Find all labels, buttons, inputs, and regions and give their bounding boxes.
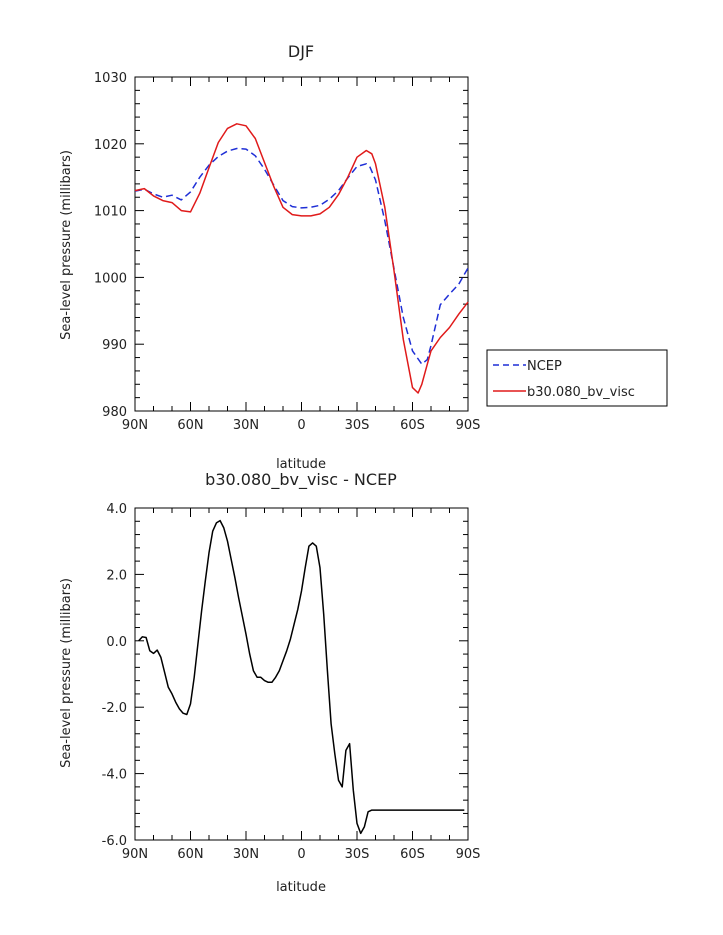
top-plot-area: 90N 60N 30N 0 30S 60S 90S 980 990 1000 1010 1020 103…	[94, 71, 480, 433]
bottom-y-axis-label: Sea-level pressure (millibars)	[59, 578, 74, 768]
x-tick-label: 30N	[233, 847, 259, 862]
top-legend: NCEP b30.080_bv_visc	[486, 349, 668, 407]
x-tick-label: 90N	[122, 847, 148, 862]
legend-label-ncep: NCEP	[527, 359, 562, 374]
x-tick-label: 30S	[345, 418, 370, 433]
x-tick-label: 30S	[345, 847, 370, 862]
x-tick-label: 0	[297, 847, 305, 862]
x-tick-label: 90S	[456, 418, 481, 433]
series-line-ncep	[134, 147, 469, 365]
bottom-plot-area: 90N 60N 30N 0 30S 60S 90S -6.0 -4.0 -2.0 0.0 2.0 4.0	[102, 502, 481, 862]
x-tick-label: 30N	[233, 418, 259, 433]
y-tick-label: -4.0	[102, 768, 127, 783]
x-tick-label: 90S	[456, 847, 481, 862]
y-tick-label: 980	[102, 405, 127, 420]
top-y-axis-label: Sea-level pressure (millibars)	[59, 150, 74, 340]
y-tick-label: 1010	[94, 205, 127, 220]
x-tick-label: 60N	[177, 847, 203, 862]
plot-frame	[134, 507, 469, 841]
plot-frame	[134, 76, 469, 412]
bottom-x-axis-label: latitude	[276, 880, 326, 895]
x-tick-label: 60N	[177, 418, 203, 433]
y-tick-label: 1000	[94, 271, 127, 286]
top-x-axis-label: latitude	[276, 457, 326, 472]
y-tick-label: -2.0	[102, 701, 127, 716]
y-tick-label: 990	[102, 338, 127, 353]
x-tick-label: 60S	[400, 847, 425, 862]
y-tick-label: 1020	[94, 138, 127, 153]
x-tick-label: 60S	[400, 418, 425, 433]
bottom-panel: b30.080_bv_visc - NCEP 90N 60N 30N 0 30S 60S 9…	[59, 470, 480, 895]
top-panel: DJF 90N 60N 30N 0 30S 60S 90S 980 990 1000 1010 102…	[59, 42, 668, 472]
series-line-difference-1	[138, 519, 465, 835]
bottom-chart-title: b30.080_bv_visc - NCEP	[205, 470, 397, 490]
x-tick-label: 0	[297, 418, 305, 433]
y-tick-label: -6.0	[102, 834, 127, 849]
y-tick-label: 1030	[94, 71, 127, 86]
legend-label-model: b30.080_bv_visc	[527, 385, 635, 400]
y-tick-label: 4.0	[106, 502, 127, 517]
y-tick-label: 2.0	[106, 568, 127, 583]
series-line-b30-080-bv-visc	[134, 123, 469, 394]
x-tick-label: 90N	[122, 418, 148, 433]
legend-box	[486, 349, 668, 407]
y-tick-label: 0.0	[106, 635, 127, 650]
top-chart-title: DJF	[288, 42, 314, 61]
